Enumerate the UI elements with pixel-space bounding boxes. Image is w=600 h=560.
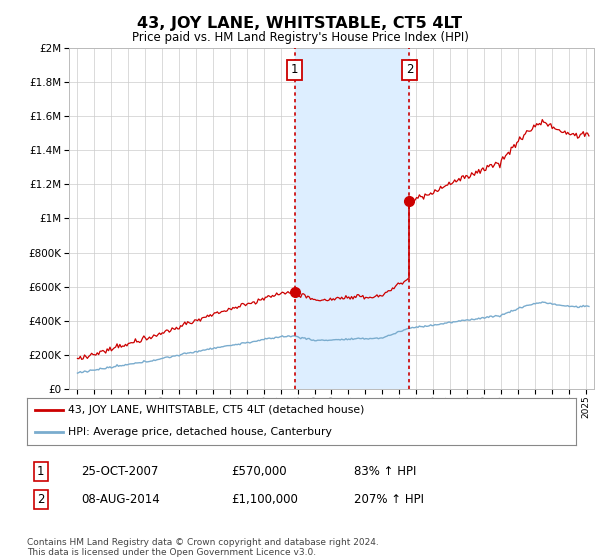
Text: £1,100,000: £1,100,000 (231, 493, 298, 506)
Text: 2: 2 (37, 493, 44, 506)
Text: 207% ↑ HPI: 207% ↑ HPI (354, 493, 424, 506)
Text: £570,000: £570,000 (231, 465, 287, 478)
Text: HPI: Average price, detached house, Canterbury: HPI: Average price, detached house, Cant… (68, 427, 332, 437)
Text: 1: 1 (291, 63, 298, 76)
Bar (295, 48, 409, 389)
Text: 43, JOY LANE, WHITSTABLE, CT5 4LT (detached house): 43, JOY LANE, WHITSTABLE, CT5 4LT (detac… (68, 405, 365, 416)
Text: 83% ↑ HPI: 83% ↑ HPI (354, 465, 416, 478)
Text: 08-AUG-2014: 08-AUG-2014 (81, 493, 160, 506)
Text: Contains HM Land Registry data © Crown copyright and database right 2024.
This d: Contains HM Land Registry data © Crown c… (27, 538, 379, 557)
Text: 2: 2 (406, 63, 413, 76)
Text: 1: 1 (37, 465, 44, 478)
Text: 25-OCT-2007: 25-OCT-2007 (81, 465, 158, 478)
Text: Price paid vs. HM Land Registry's House Price Index (HPI): Price paid vs. HM Land Registry's House … (131, 31, 469, 44)
Text: 43, JOY LANE, WHITSTABLE, CT5 4LT: 43, JOY LANE, WHITSTABLE, CT5 4LT (137, 16, 463, 31)
